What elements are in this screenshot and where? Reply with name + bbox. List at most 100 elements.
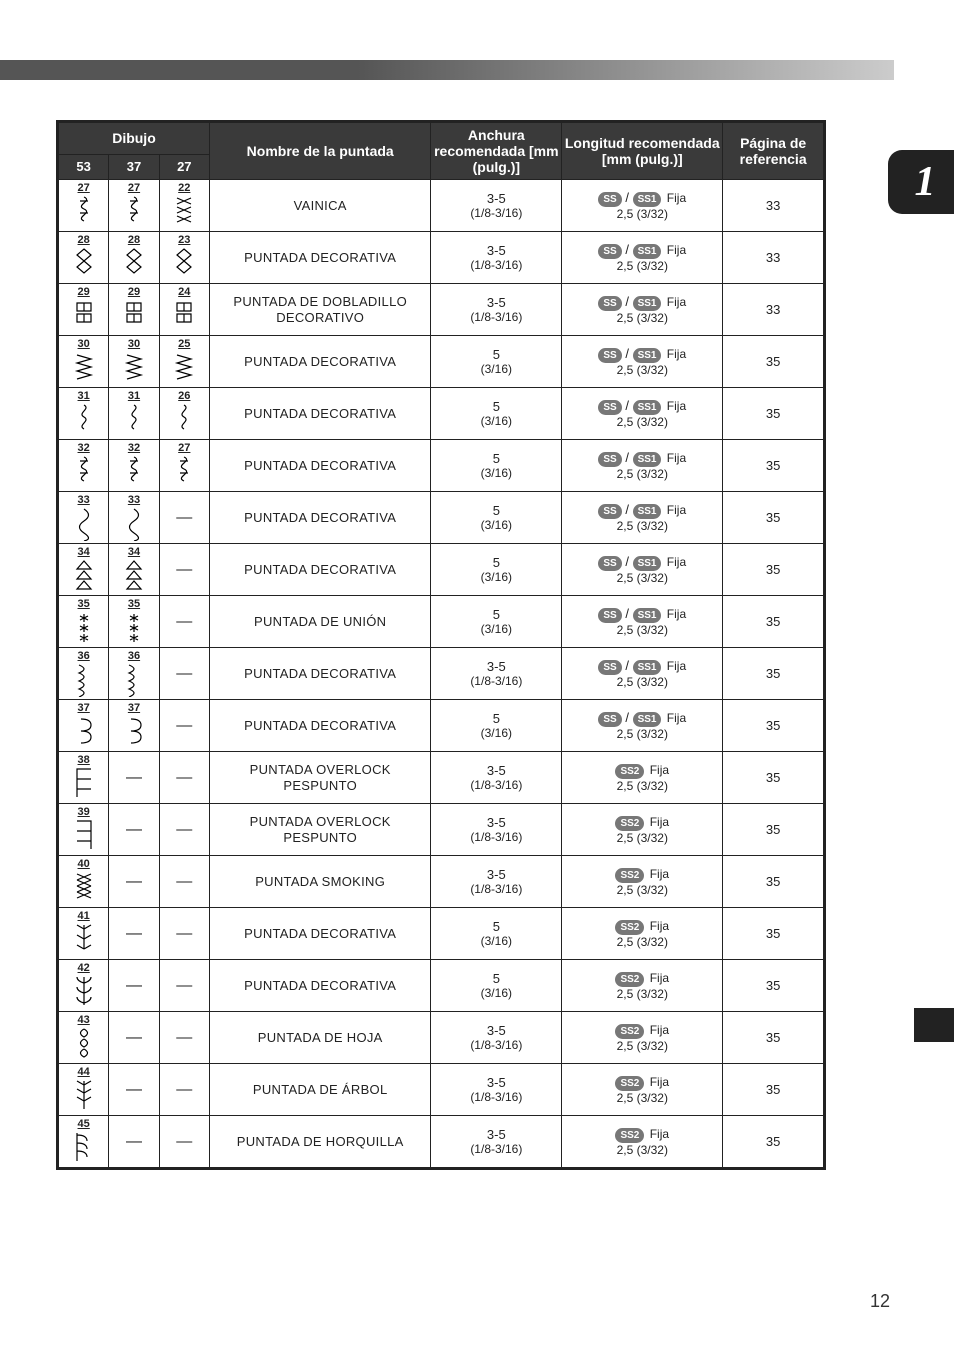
th-nombre: Nombre de la puntada xyxy=(209,123,430,180)
stitch-icon-cell: 36 xyxy=(109,648,159,700)
stitch-name: PUNTADA SMOKING xyxy=(209,856,430,908)
stitch-icon-cell: 36 xyxy=(59,648,109,700)
stitch-number: 36 xyxy=(111,650,156,662)
stitch-name: PUNTADA DECORATIVA xyxy=(209,388,430,440)
recommended-width: 3-5(1/8-3/16) xyxy=(431,180,562,232)
stitch-number: 37 xyxy=(111,702,156,714)
stitch-table: Dibujo Nombre de la puntada Anchura reco… xyxy=(56,120,826,1170)
selector-badge: SS xyxy=(598,348,621,363)
th-sub-53: 53 xyxy=(59,154,109,179)
stitch-name: PUNTADA DECORATIVA xyxy=(209,336,430,388)
selector-badge: SS2 xyxy=(615,972,644,987)
table-row: 45——PUNTADA DE HORQUILLA3-5(1/8-3/16)SS2… xyxy=(59,1116,824,1168)
table-row: 323227PUNTADA DECORATIVA5(3/16)SS / SS1 … xyxy=(59,440,824,492)
th-anchura: Anchura recomendada [mm (pulg.)] xyxy=(431,123,562,180)
recommended-length: SS2 Fija2,5 (3/32) xyxy=(562,752,723,804)
stitch-icon-cell: 31 xyxy=(59,388,109,440)
stitch-number: 45 xyxy=(61,1118,106,1130)
stitch-number: 23 xyxy=(162,234,207,246)
recommended-length: SS2 Fija2,5 (3/32) xyxy=(562,1116,723,1168)
stitch-number: 34 xyxy=(111,546,156,558)
selector-badge: SS1 xyxy=(633,556,662,571)
selector-badge: SS1 xyxy=(633,192,662,207)
dash-icon: — xyxy=(176,665,192,682)
reference-page: 33 xyxy=(723,284,824,336)
stitch-number: 30 xyxy=(111,338,156,350)
dash-icon: — xyxy=(126,925,142,942)
page-number: 12 xyxy=(870,1291,890,1312)
selector-badge: SS2 xyxy=(615,1076,644,1091)
stitch-number: 25 xyxy=(162,338,207,350)
selector-badge: SS1 xyxy=(633,712,662,727)
stitch-icon-cell: — xyxy=(109,752,159,804)
stitch-icon-cell: — xyxy=(109,1064,159,1116)
stitch-number: 27 xyxy=(162,442,207,454)
stitch-icon-cell: 27 xyxy=(159,440,209,492)
table-row: 292924PUNTADA DE DOBLADILLO DECORATIVO3-… xyxy=(59,284,824,336)
reference-page: 35 xyxy=(723,804,824,856)
table-row: 3737—PUNTADA DECORATIVA5(3/16)SS / SS1 F… xyxy=(59,700,824,752)
stitch-icon-cell: 29 xyxy=(109,284,159,336)
chapter-badge: 1 xyxy=(888,150,954,214)
selector-badge: SS1 xyxy=(633,608,662,623)
reference-page: 35 xyxy=(723,596,824,648)
stitch-icon-cell: — xyxy=(159,804,209,856)
stitch-icon-cell: — xyxy=(109,804,159,856)
selector-badge: SS xyxy=(598,244,621,259)
stitch-name: PUNTADA DECORATIVA xyxy=(209,544,430,596)
reference-page: 35 xyxy=(723,1116,824,1168)
recommended-width: 5(3/16) xyxy=(431,908,562,960)
stitch-icon-cell: 32 xyxy=(59,440,109,492)
stitch-name: PUNTADA DECORATIVA xyxy=(209,960,430,1012)
recommended-width: 5(3/16) xyxy=(431,700,562,752)
reference-page: 33 xyxy=(723,180,824,232)
stitch-icon-cell: — xyxy=(159,856,209,908)
recommended-width: 3-5(1/8-3/16) xyxy=(431,752,562,804)
reference-page: 35 xyxy=(723,908,824,960)
th-dibujo: Dibujo xyxy=(59,123,210,155)
recommended-width: 5(3/16) xyxy=(431,960,562,1012)
reference-page: 35 xyxy=(723,440,824,492)
recommended-length: SS / SS1 Fija2,5 (3/32) xyxy=(562,388,723,440)
stitch-number: 41 xyxy=(61,910,106,922)
dash-icon: — xyxy=(126,1029,142,1046)
stitch-number: 27 xyxy=(111,182,156,194)
selector-badge: SS xyxy=(598,452,621,467)
stitch-icon-cell: — xyxy=(109,908,159,960)
selector-badge: SS xyxy=(598,712,621,727)
recommended-length: SS2 Fija2,5 (3/32) xyxy=(562,1012,723,1064)
stitch-icon-cell: — xyxy=(159,752,209,804)
stitch-icon-cell: 43 xyxy=(59,1012,109,1064)
dash-icon: — xyxy=(176,925,192,942)
recommended-length: SS / SS1 Fija2,5 (3/32) xyxy=(562,336,723,388)
stitch-icon-cell: 33 xyxy=(59,492,109,544)
stitch-name: PUNTADA DE UNIÓN xyxy=(209,596,430,648)
stitch-icon-cell: 26 xyxy=(159,388,209,440)
th-sub-27: 27 xyxy=(159,154,209,179)
stitch-number: 35 xyxy=(111,598,156,610)
reference-page: 35 xyxy=(723,1012,824,1064)
selector-badge: SS2 xyxy=(615,1024,644,1039)
stitch-number: 27 xyxy=(61,182,106,194)
dash-icon: — xyxy=(176,1081,192,1098)
stitch-number: 36 xyxy=(61,650,106,662)
stitch-name: VAINICA xyxy=(209,180,430,232)
recommended-width: 5(3/16) xyxy=(431,388,562,440)
stitch-icon-cell: 30 xyxy=(109,336,159,388)
stitch-icon-cell: 25 xyxy=(159,336,209,388)
dash-icon: — xyxy=(176,769,192,786)
table-row: 44——PUNTADA DE ÁRBOL3-5(1/8-3/16)SS2 Fij… xyxy=(59,1064,824,1116)
recommended-width: 5(3/16) xyxy=(431,440,562,492)
stitch-icon-cell: — xyxy=(159,544,209,596)
reference-page: 35 xyxy=(723,700,824,752)
stitch-number: 33 xyxy=(111,494,156,506)
selector-badge: SS1 xyxy=(633,504,662,519)
selector-badge: SS1 xyxy=(633,244,662,259)
table-row: 38——PUNTADA OVERLOCK PESPUNTO3-5(1/8-3/1… xyxy=(59,752,824,804)
recommended-width: 5(3/16) xyxy=(431,596,562,648)
stitch-name: PUNTADA DECORATIVA xyxy=(209,232,430,284)
selector-badge: SS2 xyxy=(615,816,644,831)
selector-badge: SS xyxy=(598,192,621,207)
table-row: 272722VAINICA3-5(1/8-3/16)SS / SS1 Fija2… xyxy=(59,180,824,232)
stitch-icon-cell: — xyxy=(159,1012,209,1064)
